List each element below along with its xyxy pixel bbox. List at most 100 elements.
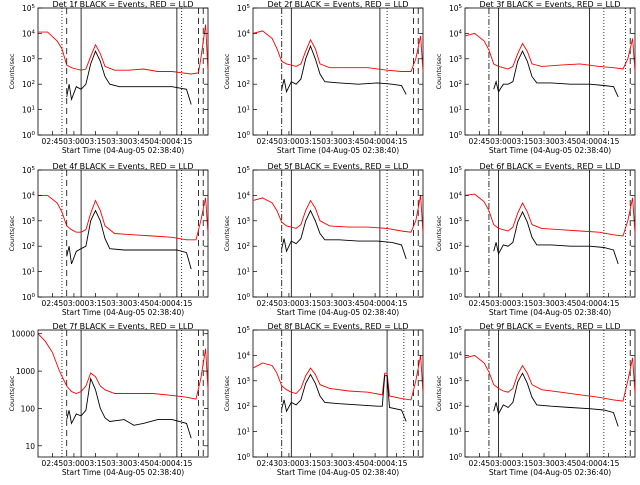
x-tick-label: 04:00 bbox=[149, 137, 171, 146]
y-tick-label: 100 bbox=[449, 453, 463, 462]
chart-panel-6: Det 6f BLACK = Events, RED = LLD 100 101 10… bbox=[435, 162, 636, 317]
x-tick-label: 02:45 bbox=[257, 137, 279, 146]
lld-series-line bbox=[464, 193, 636, 237]
x-tick-label: 03:00 bbox=[490, 459, 512, 468]
x-tick-label: 02:45 bbox=[42, 137, 64, 146]
plot-frame bbox=[464, 169, 636, 298]
chart-title: Det 9f BLACK = Events, RED = LLD bbox=[479, 322, 620, 331]
chart-title: Det 2f BLACK = Events, RED = LLD bbox=[267, 0, 408, 9]
x-tick-label: 03:45 bbox=[128, 299, 150, 308]
events-series-line bbox=[66, 376, 192, 439]
y-tick-label: 101 bbox=[449, 268, 462, 277]
chart-panel-8: Det 8f BLACK = Events, RED = LLD 100 101 10… bbox=[223, 322, 424, 477]
x-tick-label: 04:15 bbox=[598, 299, 620, 308]
chart-panel-4: Det 4f BLACK = Events, RED = LLD 100 101 10… bbox=[8, 162, 209, 317]
y-tick-label: 100 bbox=[449, 293, 463, 302]
chart-title: Det 3f BLACK = Events, RED = LLD bbox=[479, 0, 620, 9]
x-tick-label: 03:00 bbox=[490, 137, 512, 146]
y-tick-label: 100 bbox=[237, 293, 251, 302]
x-tick-label: 03:15 bbox=[85, 137, 107, 146]
y-tick-label: 103 bbox=[237, 55, 251, 64]
lld-series-line bbox=[252, 195, 424, 234]
x-tick-label: 03:30 bbox=[321, 137, 343, 146]
x-tick-label: 04:15 bbox=[171, 459, 193, 468]
chart-panel-1: Det 1f BLACK = Events, RED = LLD 100 101 10… bbox=[8, 0, 209, 155]
x-axis-label: Start Time (04-Aug-05 02:38:40) bbox=[277, 308, 399, 317]
x-tick-label: 03:45 bbox=[343, 459, 365, 468]
y-tick-label: 100 bbox=[21, 404, 36, 413]
events-series-line bbox=[66, 50, 192, 105]
events-series-line bbox=[493, 50, 619, 98]
x-tick-label: 02:45 bbox=[42, 459, 64, 468]
x-tick-label: 04:15 bbox=[386, 299, 408, 308]
x-axis-label: Start Time (04-Aug-05 02:38:40) bbox=[277, 146, 399, 155]
x-tick-label: 03:45 bbox=[555, 137, 577, 146]
y-tick-label: 101 bbox=[237, 106, 250, 115]
y-tick-label: 103 bbox=[237, 217, 251, 226]
y-tick-label: 101 bbox=[237, 268, 250, 277]
x-tick-label: 03:00 bbox=[278, 459, 300, 468]
x-tick-label: 03:15 bbox=[300, 137, 322, 146]
y-tick-label: 105 bbox=[449, 4, 463, 13]
events-series-line bbox=[493, 210, 619, 265]
lld-series-line bbox=[38, 194, 209, 241]
x-tick-label: 04:15 bbox=[386, 459, 408, 468]
x-tick-label: 04:15 bbox=[386, 137, 408, 146]
y-tick-label: 105 bbox=[22, 4, 36, 13]
y-axis-label: Counts/sec bbox=[435, 215, 443, 251]
x-tick-label: 03:15 bbox=[85, 459, 107, 468]
y-tick-label: 102 bbox=[237, 402, 250, 411]
plot-frame bbox=[37, 7, 209, 136]
x-tick-label: 03:00 bbox=[278, 137, 300, 146]
x-tick-label: 04:00 bbox=[364, 459, 386, 468]
y-tick-label: 105 bbox=[22, 166, 36, 175]
x-axis-label: Start Time (04-Aug-05 02:38:40) bbox=[62, 468, 184, 477]
y-tick-label: 100 bbox=[449, 131, 463, 140]
events-series-line bbox=[281, 209, 407, 260]
y-tick-label: 104 bbox=[449, 191, 463, 200]
chart-title: Det 5f BLACK = Events, RED = LLD bbox=[267, 162, 408, 171]
y-axis-label: Counts/sec bbox=[435, 375, 443, 411]
y-tick-label: 100 bbox=[22, 293, 36, 302]
x-tick-label: 03:45 bbox=[128, 137, 150, 146]
y-tick-label: 103 bbox=[237, 377, 251, 386]
chart-title: Det 7f BLACK = Events, RED = LLD bbox=[52, 322, 193, 331]
y-tick-label: 104 bbox=[449, 351, 463, 360]
y-tick-label: 102 bbox=[22, 80, 35, 89]
x-tick-label: 03:30 bbox=[321, 459, 343, 468]
plot-frame bbox=[37, 329, 209, 458]
y-tick-label: 105 bbox=[449, 326, 463, 335]
x-tick-label: 04:00 bbox=[364, 137, 386, 146]
y-axis-label: Counts/sec bbox=[8, 375, 16, 411]
x-tick-label: 03:45 bbox=[555, 299, 577, 308]
lld-series-line bbox=[252, 30, 424, 72]
y-tick-label: 105 bbox=[237, 326, 251, 335]
x-tick-label: 02:45 bbox=[42, 299, 64, 308]
x-tick-label: 03:15 bbox=[512, 299, 534, 308]
x-tick-label: 04:15 bbox=[171, 299, 193, 308]
x-tick-label: 04:15 bbox=[598, 137, 620, 146]
x-tick-label: 03:15 bbox=[512, 137, 534, 146]
y-tick-label: 103 bbox=[22, 55, 36, 64]
x-tick-label: 03:30 bbox=[106, 137, 128, 146]
x-tick-label: 04:00 bbox=[576, 459, 598, 468]
chart-title: Det 8f BLACK = Events, RED = LLD bbox=[267, 322, 408, 331]
chart-title: Det 4f BLACK = Events, RED = LLD bbox=[52, 162, 193, 171]
y-tick-label: 101 bbox=[449, 106, 462, 115]
x-axis-label: Start Time (04-Aug-05 02:38:40) bbox=[62, 146, 184, 155]
x-tick-label: 03:00 bbox=[490, 299, 512, 308]
y-axis-label: Counts/sec bbox=[8, 53, 16, 89]
y-tick-label: 10000 bbox=[11, 330, 35, 339]
x-tick-label: 03:45 bbox=[128, 459, 150, 468]
y-tick-label: 105 bbox=[237, 166, 251, 175]
y-tick-label: 104 bbox=[237, 351, 251, 360]
events-series-line bbox=[66, 209, 192, 270]
chart-panel-7: Det 7f BLACK = Events, RED = LLD 10 100 100… bbox=[8, 322, 209, 477]
x-axis-label: Start Time (04-Aug-05 02:36:40) bbox=[489, 468, 611, 477]
y-tick-label: 105 bbox=[237, 4, 251, 13]
y-tick-label: 102 bbox=[449, 402, 462, 411]
x-tick-label: 03:00 bbox=[63, 299, 85, 308]
x-tick-label: 03:15 bbox=[85, 299, 107, 308]
x-tick-label: 02:45 bbox=[257, 299, 279, 308]
